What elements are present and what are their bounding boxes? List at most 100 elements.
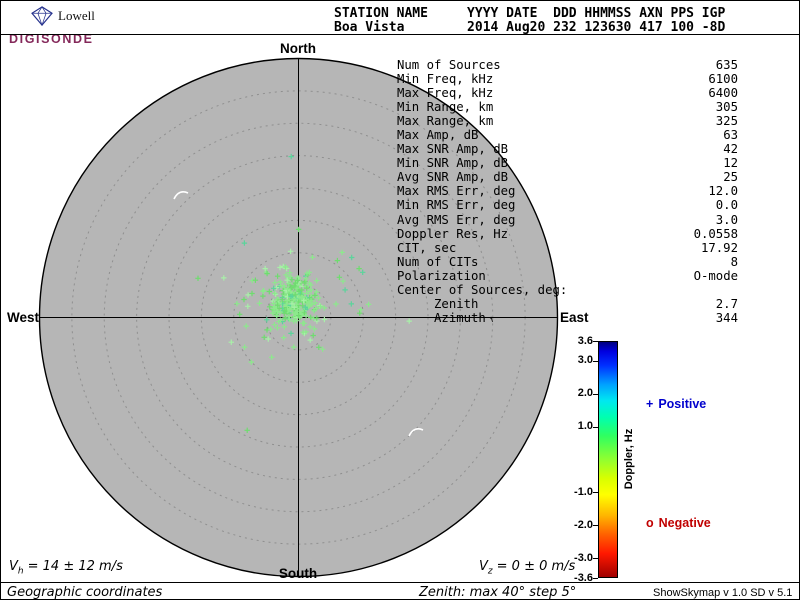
source-point: [195, 275, 201, 281]
source-point: [249, 290, 255, 297]
positive-doppler-legend: + Positive: [646, 397, 706, 411]
source-point: [268, 326, 274, 332]
lowell-digisonde-logo: Lowell DIGISONDE: [9, 4, 127, 46]
coordinate-system-label: Geographic coordinates: [7, 585, 163, 600]
stat-label: Max Amp, dB: [397, 128, 479, 143]
source-point: [339, 249, 345, 256]
source-point: [279, 297, 285, 303]
colorbar-tick-label: 3.6: [577, 334, 593, 347]
stat-value: 17.92: [700, 240, 738, 255]
source-point: [314, 315, 320, 321]
source-point: [266, 288, 272, 295]
source-point: [298, 295, 304, 301]
source-point: [303, 276, 309, 282]
stat-value: 0.0: [715, 198, 738, 213]
source-point: [302, 304, 308, 310]
direction-label-north: North: [280, 41, 316, 56]
source-point: [241, 296, 247, 303]
stat-label: Num of Sources: [397, 58, 501, 72]
source-point: [356, 265, 362, 272]
source-point: [271, 285, 277, 291]
circle-marker-icon: o: [646, 516, 654, 530]
header-col-date: YYYY DATE 2014 Aug20: [467, 7, 553, 35]
source-point: [278, 282, 284, 289]
source-point: [312, 292, 318, 299]
header-label: DDD: [553, 6, 577, 21]
source-point: [237, 311, 243, 317]
digisonde-logo-icon: [31, 6, 53, 26]
source-point: [292, 310, 298, 317]
source-point: [282, 316, 288, 322]
stat-label: Zenith: [397, 296, 479, 311]
vertical-velocity-text: Vz = 0 ± 0 m/s: [479, 559, 575, 577]
stat-label: Azimuth: [397, 310, 486, 325]
source-point: [334, 257, 341, 264]
brand-name: Lowell: [58, 8, 95, 23]
stat-value: 305: [715, 100, 738, 115]
header-col-time: HHMMSS 123630: [584, 7, 639, 35]
stat-label: Max RMS Err, deg: [397, 184, 516, 199]
source-point: [277, 264, 283, 271]
source-point: [281, 334, 287, 341]
source-point: [316, 344, 322, 350]
source-point: [271, 306, 277, 312]
source-point: [299, 294, 305, 300]
source-point: [286, 280, 292, 287]
source-point: [281, 324, 287, 330]
stat-label: Min Freq, kHz: [397, 72, 494, 87]
header-col-axn: AXN 417: [639, 7, 670, 35]
source-point: [293, 318, 299, 324]
source-point: [307, 337, 313, 343]
colorbar-tick: [593, 426, 598, 428]
station-header: STATION NAME Boa Vista YYYY DATE 2014 Au…: [334, 7, 725, 35]
source-point: [295, 226, 302, 233]
source-point: [310, 332, 316, 339]
source-point: [309, 254, 316, 260]
horizontal-velocity-text: Vh = 14 ± 12 m/s: [9, 559, 123, 577]
source-point: [274, 325, 281, 331]
source-point: [294, 285, 300, 291]
source-point: [312, 300, 318, 306]
source-point: [234, 301, 240, 307]
vh-symbol: V: [9, 559, 18, 574]
vz-value: = 0 ± 0 m/s: [496, 559, 576, 574]
stat-value: 325: [715, 114, 738, 129]
source-point: [274, 313, 280, 320]
source-point: [358, 307, 364, 313]
stat-row: Max SNR Amp, dB 42: [397, 142, 738, 156]
source-point: [270, 310, 276, 316]
stat-label: CIT, sec: [397, 240, 457, 255]
source-point: [294, 277, 301, 284]
source-point: [274, 273, 281, 279]
header-label: PPS: [670, 6, 694, 21]
source-point: [269, 354, 275, 360]
stat-row: Avg SNR Amp, dB 25: [397, 170, 738, 184]
direction-label-east: East: [560, 310, 589, 325]
header-value: Boa Vista: [334, 20, 405, 35]
direction-label-west: West: [7, 310, 40, 325]
source-point: [365, 301, 372, 308]
stat-label: Doppler Res, Hz: [397, 226, 509, 241]
source-point: [288, 330, 294, 337]
source-point: [274, 308, 281, 315]
header-label: HHMMSS: [584, 6, 632, 21]
stat-row: Num of Sources 635: [397, 58, 738, 72]
measurement-stats-panel: Num of Sources 635 Min Freq, kHz 6100 Max Fr…: [397, 58, 738, 327]
stat-row: CIT, sec 17.92: [397, 241, 738, 255]
legend-label-positive: Positive: [658, 397, 707, 411]
source-point: [303, 296, 310, 303]
source-point: [283, 301, 289, 307]
source-point: [308, 298, 314, 304]
source-point: [264, 317, 270, 323]
stat-label: Avg RMS Err, deg: [397, 212, 516, 227]
source-point: [303, 313, 309, 319]
header-value: 123630: [584, 20, 632, 35]
source-point: [265, 336, 271, 342]
stat-row: Max RMS Err, deg 12.0: [397, 184, 738, 198]
source-point: [283, 272, 289, 278]
skymap-plot: [38, 57, 559, 578]
stat-label: Max Freq, kHz: [397, 86, 494, 101]
vh-value: = 14 ± 12 m/s: [27, 559, 123, 574]
source-point: [292, 280, 299, 286]
